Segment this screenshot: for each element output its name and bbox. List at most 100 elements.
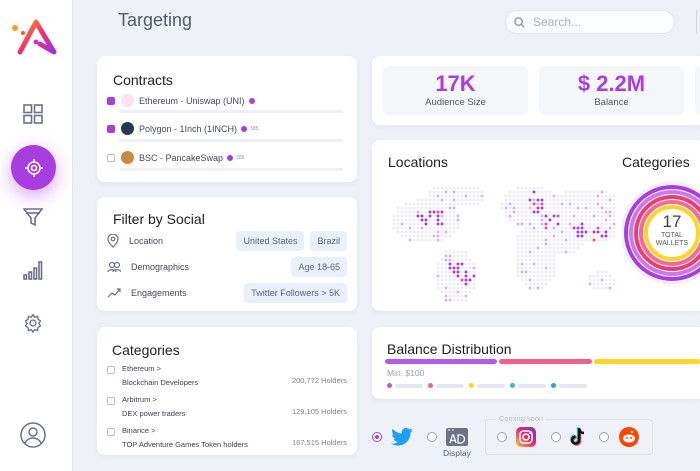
map-dot [588, 234, 592, 238]
profile-button[interactable] [20, 422, 46, 448]
category-item[interactable]: Arbitrum > DEX power traders 129,105 Holde… [107, 395, 347, 418]
legend-dot [510, 383, 515, 388]
map-dot [544, 266, 548, 270]
map-dot [588, 190, 592, 194]
balance-segment[interactable] [385, 359, 497, 364]
contract-badge: 385 [236, 154, 245, 161]
instagram-radio[interactable] [497, 432, 507, 442]
map-dot [568, 218, 572, 222]
contract-item[interactable]: Ethereum - Uniswap (UNI) [107, 94, 347, 107]
map-dot [448, 206, 452, 210]
balance-segment[interactable] [594, 359, 700, 364]
map-dot [516, 186, 520, 190]
map-dot [584, 190, 588, 194]
map-dot [588, 214, 592, 218]
map-dot [524, 250, 528, 254]
map-dot [556, 206, 560, 210]
checkbox[interactable] [107, 366, 115, 374]
donut-center-value: 17 [662, 212, 682, 231]
reddit-icon[interactable] [619, 427, 639, 447]
map-dot [460, 262, 464, 266]
map-dot [396, 226, 400, 230]
tiktok-icon[interactable] [569, 427, 587, 447]
contract-item[interactable]: Polygon - 1Inch (1INCH) 385 [107, 122, 347, 135]
map-dot [576, 210, 580, 214]
twitter-radio[interactable] [372, 432, 382, 442]
balance-segment[interactable] [498, 359, 593, 364]
map-dot [552, 274, 556, 278]
map-dot [520, 266, 524, 270]
map-dot [408, 226, 412, 230]
map-dot [580, 190, 584, 194]
map-dot [524, 242, 528, 246]
category-item[interactable]: Ethereum > Blockchain Developers 200,772 H… [107, 364, 347, 387]
categories-donut[interactable] [622, 180, 700, 286]
tiktok-radio[interactable] [551, 432, 561, 442]
contract-item[interactable]: BSC - PancakeSwap 385 [107, 151, 347, 164]
map-dot [444, 250, 448, 254]
filter-demographics[interactable]: Demographics Age 18-65 [107, 257, 347, 277]
map-dot [540, 254, 544, 258]
map-dot [448, 250, 452, 254]
map-dot [600, 202, 604, 206]
ad-display-icon[interactable] [446, 428, 468, 446]
chip[interactable]: Twitter Followers > 5K [244, 283, 347, 303]
map-dot [436, 218, 440, 222]
map-dot [408, 210, 412, 214]
chip[interactable]: United States [236, 231, 305, 251]
balance-bar[interactable] [385, 359, 700, 364]
display-radio[interactable] [427, 432, 437, 442]
map-dot [536, 246, 540, 250]
map-dot [500, 202, 504, 206]
twitter-icon[interactable] [391, 428, 413, 446]
map-dot [452, 274, 456, 278]
map-dot [428, 234, 432, 238]
categories-card: Categories Ethereum > Blockchain Develope… [97, 327, 357, 455]
map-dot [412, 238, 416, 242]
nav-dashboard[interactable] [20, 101, 46, 127]
map-dot [540, 210, 544, 214]
category-holders: 129,105 Holders [291, 407, 347, 416]
filter-engagements[interactable]: Engagements Twitter Followers > 5K [107, 283, 347, 303]
instagram-icon[interactable] [516, 427, 536, 447]
checkbox[interactable] [107, 96, 115, 105]
checkbox[interactable] [107, 428, 115, 436]
nav-targeting[interactable] [11, 145, 56, 190]
reddit-radio[interactable] [599, 432, 609, 442]
filter-location[interactable]: Location United States Brazil [107, 231, 347, 251]
nav-funnel[interactable] [20, 204, 46, 230]
map-dot [524, 246, 528, 250]
uniswap-icon [121, 94, 134, 107]
map-dot [560, 202, 564, 206]
category-item[interactable]: Binance > TOP Adventure Games Token holde… [107, 426, 347, 449]
map-dot [440, 282, 444, 286]
map-dot [544, 218, 548, 222]
chip[interactable]: Age 18-65 [291, 257, 347, 277]
map-dot [536, 238, 540, 242]
map-dot [448, 270, 452, 274]
map-dot [608, 274, 612, 278]
map-dot [528, 206, 532, 210]
map-dot [464, 274, 468, 278]
checkbox[interactable] [107, 153, 115, 162]
map-dot [580, 234, 584, 238]
map-dot [396, 218, 400, 222]
nav-analytics[interactable] [20, 257, 46, 283]
map-dot [444, 266, 448, 270]
chip[interactable]: Brazil [310, 231, 347, 251]
map-dot [460, 190, 464, 194]
map-dot [564, 214, 568, 218]
nav-settings[interactable] [20, 310, 46, 336]
map-dot [404, 226, 408, 230]
map-dot [520, 274, 524, 278]
map-dot [456, 294, 460, 298]
map-dot [440, 258, 444, 262]
checkbox[interactable] [107, 124, 115, 133]
search-input[interactable]: Search... [505, 10, 675, 34]
map-dot [452, 298, 456, 302]
map-dot [568, 238, 572, 242]
map-dot [612, 214, 616, 218]
checkbox[interactable] [107, 397, 115, 405]
world-map[interactable] [386, 176, 616, 306]
map-dot [576, 190, 580, 194]
